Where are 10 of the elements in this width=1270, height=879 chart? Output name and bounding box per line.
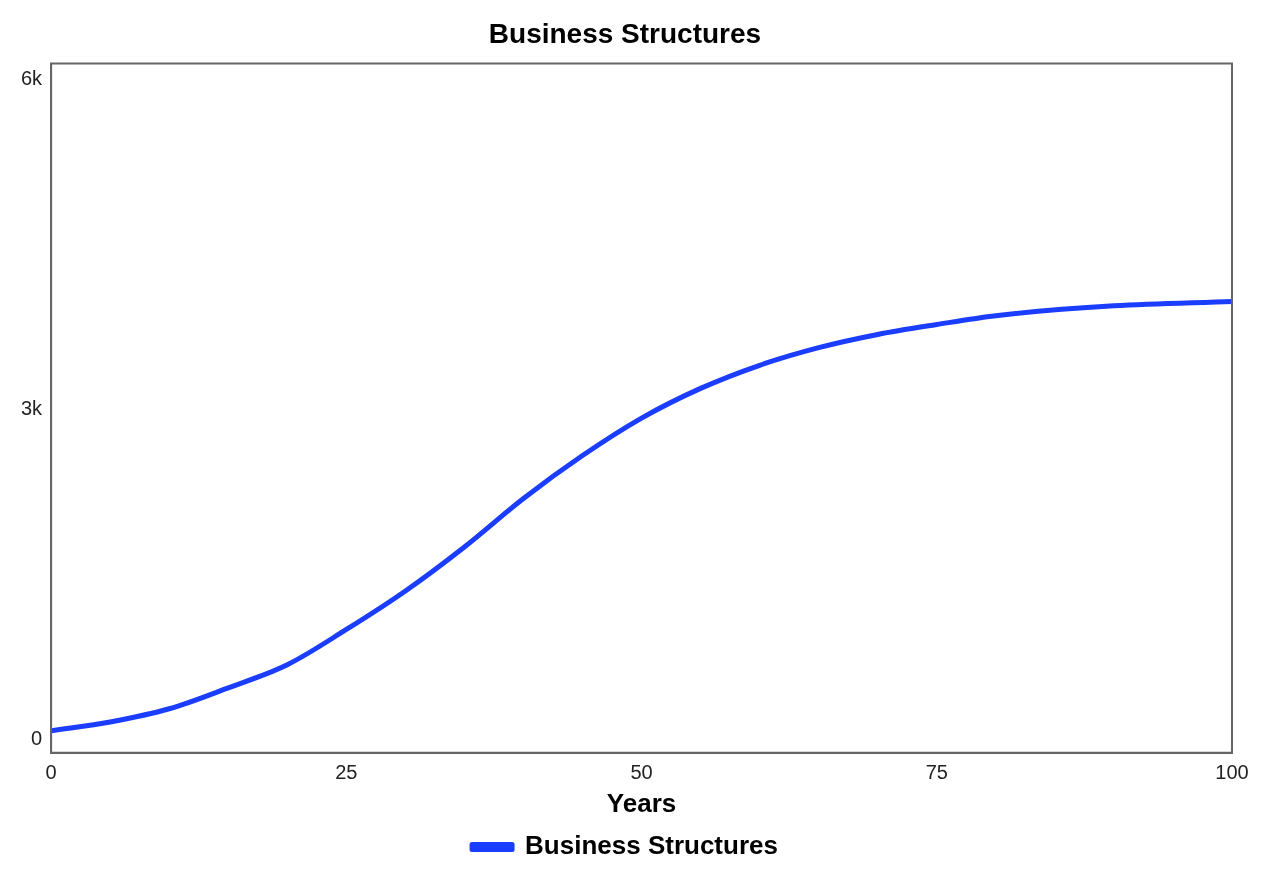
legend-label: Business Structures (525, 830, 778, 861)
x-tick-label: 100 (1215, 761, 1249, 784)
x-tick-label: 50 (630, 761, 653, 784)
chart-title: Business Structures (488, 17, 762, 49)
x-tick-label: 75 (925, 761, 948, 784)
y-tick-label: 3k (21, 396, 44, 419)
y-tick-label: 0 (31, 727, 43, 750)
x-axis-title: Years (606, 787, 677, 818)
y-tick-label: 6k (21, 66, 44, 89)
x-tick-label: 25 (335, 761, 358, 784)
